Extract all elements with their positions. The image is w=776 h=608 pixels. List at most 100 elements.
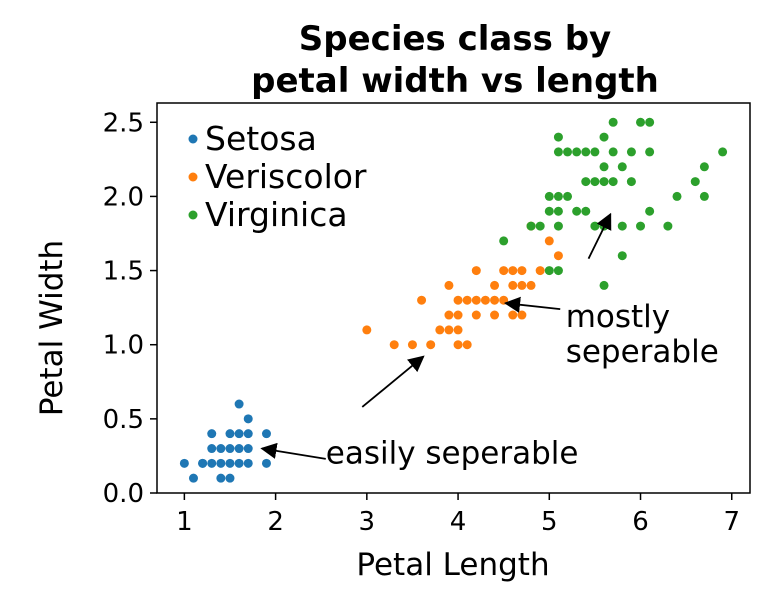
annotation-text: seperable bbox=[566, 334, 719, 370]
data-point bbox=[599, 132, 609, 142]
legend-label: Setosa bbox=[205, 119, 317, 158]
data-point bbox=[553, 206, 563, 216]
y-tick-label: 2.5 bbox=[103, 108, 144, 138]
data-point bbox=[453, 340, 463, 350]
data-point bbox=[480, 295, 490, 305]
data-point bbox=[207, 444, 217, 454]
data-point bbox=[645, 147, 655, 157]
data-point bbox=[563, 147, 573, 157]
data-point bbox=[526, 221, 536, 231]
data-point bbox=[553, 191, 563, 201]
x-tick-label: 1 bbox=[176, 507, 193, 537]
data-point bbox=[599, 177, 609, 187]
y-tick-label: 1.5 bbox=[103, 257, 144, 287]
data-point bbox=[225, 444, 235, 454]
data-point bbox=[718, 147, 728, 157]
data-point bbox=[453, 325, 463, 335]
data-point bbox=[508, 280, 518, 290]
data-point bbox=[499, 236, 509, 246]
x-tick-label: 4 bbox=[450, 507, 467, 537]
data-point bbox=[581, 177, 591, 187]
data-point bbox=[553, 132, 563, 142]
data-point bbox=[544, 236, 554, 246]
legend-label: Veriscolor bbox=[205, 157, 367, 196]
data-point bbox=[234, 458, 244, 468]
data-point bbox=[453, 310, 463, 320]
data-point bbox=[444, 280, 454, 290]
chart-title-line-1: Species class by bbox=[299, 19, 611, 59]
data-point bbox=[490, 280, 500, 290]
data-point bbox=[407, 340, 417, 350]
data-point bbox=[636, 221, 646, 231]
annotation-arrow bbox=[503, 296, 561, 313]
series-setosa bbox=[179, 399, 271, 483]
data-point bbox=[508, 266, 518, 276]
y-tick-label: 2.0 bbox=[103, 182, 144, 212]
data-point bbox=[590, 177, 600, 187]
data-point bbox=[544, 191, 554, 201]
data-point bbox=[626, 177, 636, 187]
data-point bbox=[572, 206, 582, 216]
data-point bbox=[608, 177, 618, 187]
data-point bbox=[234, 429, 244, 439]
data-point bbox=[590, 147, 600, 157]
data-point bbox=[216, 458, 226, 468]
data-point bbox=[663, 221, 673, 231]
data-point bbox=[645, 206, 655, 216]
data-point bbox=[517, 310, 527, 320]
data-point bbox=[608, 117, 618, 127]
x-axis-label: Petal Length bbox=[356, 547, 549, 583]
series-veriscolor bbox=[362, 221, 563, 350]
data-point bbox=[216, 444, 226, 454]
chart-title-line-2: petal width vs length bbox=[251, 61, 659, 101]
data-point bbox=[198, 458, 208, 468]
data-point bbox=[544, 206, 554, 216]
series-virginica bbox=[499, 117, 728, 290]
y-axis-label: Petal Width bbox=[34, 240, 70, 416]
data-point bbox=[444, 325, 454, 335]
data-point bbox=[261, 429, 271, 439]
data-point bbox=[553, 251, 563, 261]
data-point bbox=[234, 399, 244, 409]
data-point bbox=[417, 295, 427, 305]
data-point bbox=[444, 310, 454, 320]
data-point bbox=[626, 147, 636, 157]
data-point bbox=[207, 429, 217, 439]
data-point bbox=[362, 325, 372, 335]
data-point bbox=[499, 266, 509, 276]
data-point bbox=[572, 147, 582, 157]
data-point bbox=[553, 266, 563, 276]
data-point bbox=[699, 191, 709, 201]
data-point bbox=[225, 473, 235, 483]
data-point bbox=[216, 473, 226, 483]
x-tick-label: 7 bbox=[723, 507, 740, 537]
data-point bbox=[553, 221, 563, 231]
data-point bbox=[590, 221, 600, 231]
data-point bbox=[581, 206, 591, 216]
data-point bbox=[471, 266, 481, 276]
data-point bbox=[517, 280, 527, 290]
y-tick-label: 0.5 bbox=[103, 405, 144, 435]
data-point bbox=[471, 295, 481, 305]
data-point bbox=[389, 340, 399, 350]
data-point bbox=[490, 310, 500, 320]
data-point bbox=[462, 340, 472, 350]
data-point bbox=[426, 340, 436, 350]
annotation-text: easily seperable bbox=[326, 435, 579, 471]
data-point bbox=[544, 266, 554, 276]
legend-marker bbox=[188, 210, 198, 220]
data-point bbox=[526, 280, 536, 290]
data-point bbox=[225, 458, 235, 468]
data-point bbox=[599, 280, 609, 290]
data-point bbox=[453, 295, 463, 305]
x-tick-label: 6 bbox=[632, 507, 649, 537]
data-point bbox=[508, 310, 518, 320]
data-point bbox=[243, 444, 253, 454]
data-point bbox=[462, 295, 472, 305]
data-point bbox=[553, 147, 563, 157]
data-point bbox=[179, 458, 189, 468]
data-point bbox=[234, 444, 244, 454]
axis-ticks: 1 2 3 4 5 6 7 0.0 0.5 1.0 1.5 2.0 2.5 bbox=[103, 108, 740, 537]
